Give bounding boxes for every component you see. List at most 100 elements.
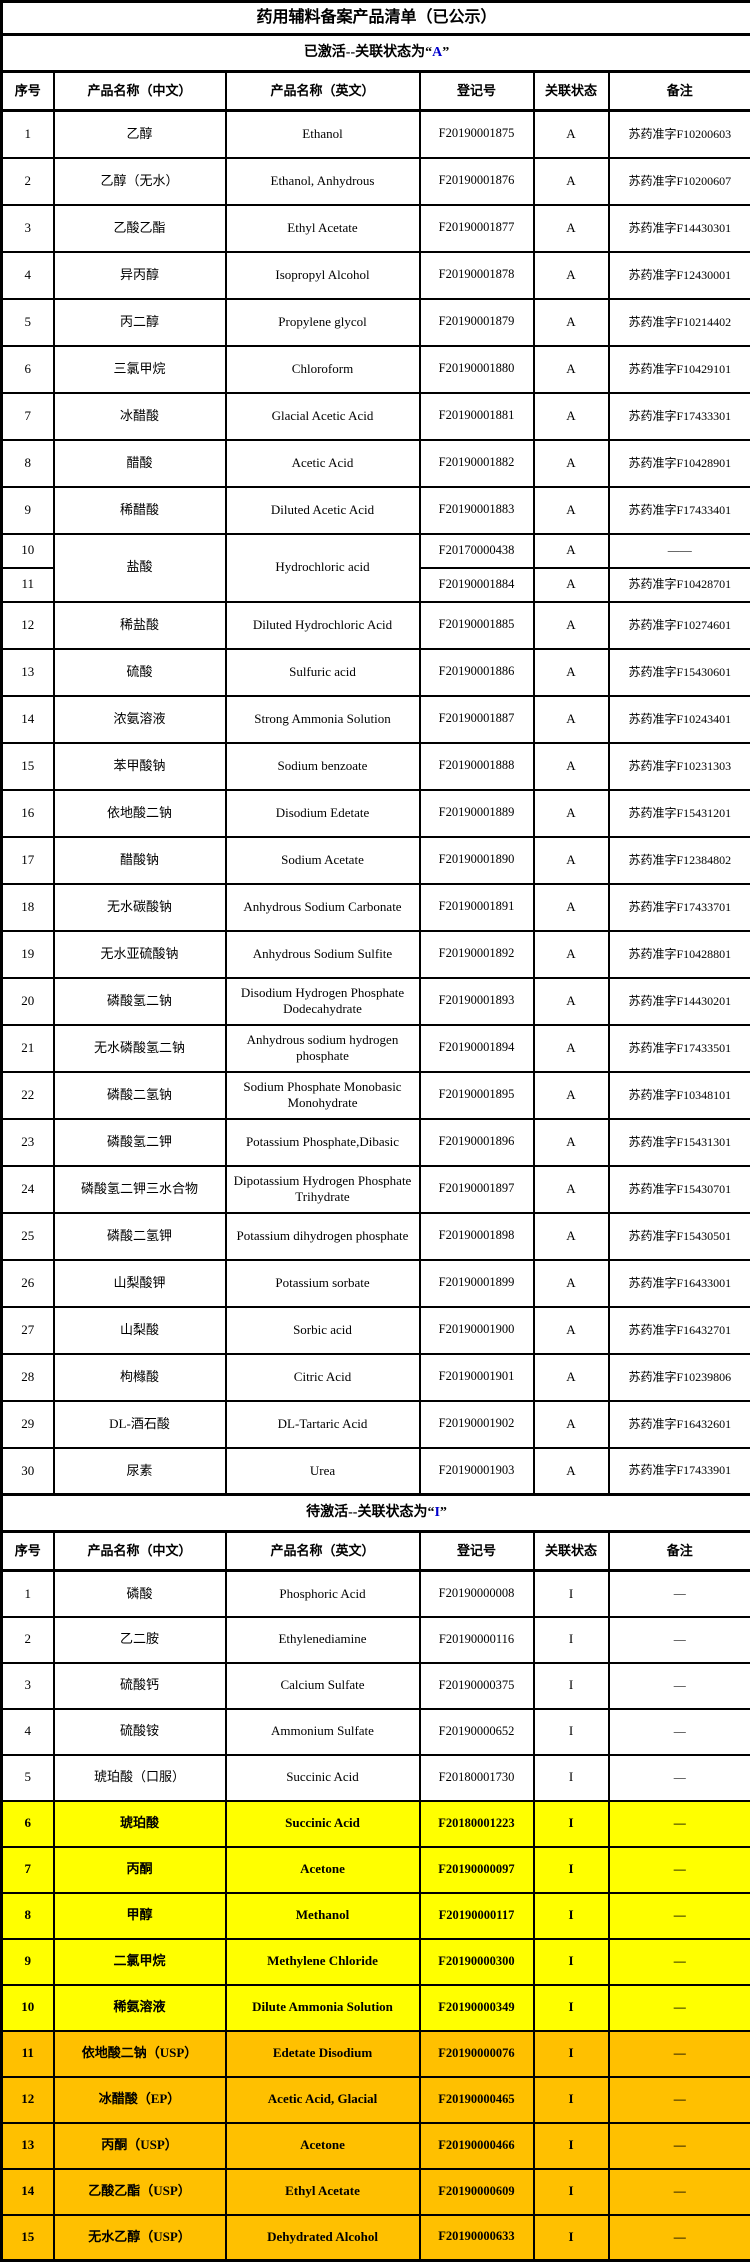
cell-reg-no: F20190000117: [420, 1893, 534, 1939]
cell-reg-no: F20190001903: [420, 1448, 534, 1495]
cell-no: 1: [2, 111, 54, 158]
cell-reg-no: F20190001899: [420, 1260, 534, 1307]
cell-status: I: [534, 1893, 609, 1939]
cell-status: I: [534, 1801, 609, 1847]
cell-status: A: [534, 837, 609, 884]
cell-name-cn: 稀盐酸: [54, 602, 226, 649]
cell-reg-no: F20190001894: [420, 1025, 534, 1072]
cell-name-cn: 硫酸: [54, 649, 226, 696]
cell-name-en: Sodium benzoate: [226, 743, 420, 790]
cell-name-en: Methanol: [226, 1893, 420, 1939]
cell-status: A: [534, 1166, 609, 1213]
cell-status: A: [534, 743, 609, 790]
cell-status: A: [534, 299, 609, 346]
cell-no: 7: [2, 393, 54, 440]
cell-note: —: [609, 1755, 750, 1801]
cell-note: —: [609, 2077, 750, 2123]
cell-name-cn: 依地酸二钠: [54, 790, 226, 837]
cell-reg-no: F20190000609: [420, 2169, 534, 2215]
cell-reg-no: F20190001876: [420, 158, 534, 205]
cell-name-cn: 磷酸二氢钠: [54, 1072, 226, 1119]
cell-note: 苏药准字F16432601: [609, 1401, 750, 1448]
cell-status: I: [534, 1755, 609, 1801]
cell-no: 14: [2, 2169, 54, 2215]
column-header-name-cn: 产品名称（中文）: [54, 1532, 226, 1571]
cell-name-en: Methylene Chloride: [226, 1939, 420, 1985]
cell-name-cn: 山梨酸: [54, 1307, 226, 1354]
cell-note: 苏药准字F10429101: [609, 346, 750, 393]
cell-name-cn: 依地酸二钠（USP）: [54, 2031, 226, 2077]
cell-name-en: Strong Ammonia Solution: [226, 696, 420, 743]
cell-name-en: Calcium Sulfate: [226, 1663, 420, 1709]
cell-name-cn: 冰醋酸（EP）: [54, 2077, 226, 2123]
cell-reg-no: F20190001898: [420, 1213, 534, 1260]
cell-reg-no: F20190001893: [420, 978, 534, 1025]
cell-name-cn: 磷酸氢二钾: [54, 1119, 226, 1166]
cell-reg-no: F20180001730: [420, 1755, 534, 1801]
cell-status: A: [534, 602, 609, 649]
cell-no: 23: [2, 1119, 54, 1166]
cell-name-cn: 尿素: [54, 1448, 226, 1495]
cell-name-en: Potassium Phosphate,Dibasic: [226, 1119, 420, 1166]
cell-reg-no: F20190001895: [420, 1072, 534, 1119]
cell-status: I: [534, 1709, 609, 1755]
cell-no: 24: [2, 1166, 54, 1213]
cell-status: A: [534, 440, 609, 487]
cell-name-cn: 丙酮: [54, 1847, 226, 1893]
column-header-status: 关联状态: [534, 1532, 609, 1571]
cell-note: 苏药准字F17433401: [609, 487, 750, 534]
section-status-letter: A: [432, 45, 442, 60]
cell-no: 20: [2, 978, 54, 1025]
cell-note: 苏药准字F17433701: [609, 884, 750, 931]
cell-name-cn: 醋酸钠: [54, 837, 226, 884]
cell-name-cn: 浓氨溶液: [54, 696, 226, 743]
cell-no: 5: [2, 1755, 54, 1801]
cell-reg-no: F20190001888: [420, 743, 534, 790]
cell-name-en: Edetate Disodium: [226, 2031, 420, 2077]
column-header-name-en: 产品名称（英文）: [226, 1532, 420, 1571]
column-header-status: 关联状态: [534, 72, 609, 111]
cell-no: 1: [2, 1571, 54, 1617]
cell-status: A: [534, 346, 609, 393]
cell-name-en: Propylene glycol: [226, 299, 420, 346]
cell-no: 16: [2, 790, 54, 837]
cell-name-cn: 乙醇: [54, 111, 226, 158]
cell-name-en: Isopropyl Alcohol: [226, 252, 420, 299]
cell-status: A: [534, 1025, 609, 1072]
cell-no: 22: [2, 1072, 54, 1119]
section-header-suffix: ”: [440, 1505, 447, 1520]
cell-name-en: Acetic Acid, Glacial: [226, 2077, 420, 2123]
cell-reg-no: F20190001882: [420, 440, 534, 487]
cell-no: 15: [2, 743, 54, 790]
title-row: 药用辅料备案产品清单（已公示）: [2, 2, 750, 35]
cell-no: 18: [2, 884, 54, 931]
cell-name-en: Ethanol: [226, 111, 420, 158]
cell-status: I: [534, 1617, 609, 1663]
cell-name-cn: 异丙醇: [54, 252, 226, 299]
cell-name-en: Diluted Hydrochloric Acid: [226, 602, 420, 649]
cell-status: A: [534, 158, 609, 205]
section-header-pending: 待激活--关联状态为“I”: [2, 1495, 750, 1532]
cell-reg-no: F20190000076: [420, 2031, 534, 2077]
cell-name-en: Dilute Ammonia Solution: [226, 1985, 420, 2031]
cell-note: 苏药准字F10239806: [609, 1354, 750, 1401]
cell-note: —: [609, 1939, 750, 1985]
